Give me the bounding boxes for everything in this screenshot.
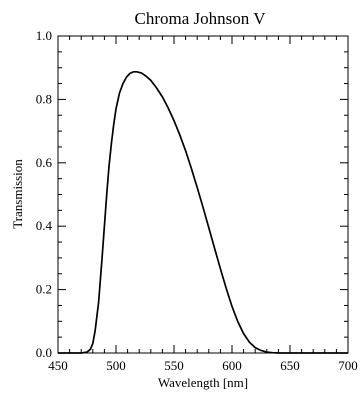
- y-axis-ticks: 0.0 0.2 0.4 0.6 0.8 1.0: [36, 28, 348, 360]
- y-tick-label: 0.6: [36, 155, 53, 170]
- x-axis-label: Wavelength [nm]: [158, 375, 248, 390]
- x-tick-label: 650: [280, 358, 300, 373]
- x-tick-label: 500: [106, 358, 126, 373]
- y-tick-label: 0.8: [36, 91, 52, 106]
- x-axis-ticks: 450 500 550 600 650 700: [48, 36, 358, 373]
- y-tick-label: 1.0: [36, 28, 52, 43]
- plot-frame: [57, 35, 349, 354]
- y-tick-label: 0.4: [36, 218, 53, 233]
- chart-title: Chroma Johnson V: [135, 9, 267, 28]
- transmission-curve: [58, 70, 348, 354]
- y-axis-label: Transmission: [10, 159, 25, 229]
- x-tick-label: 600: [222, 358, 242, 373]
- x-tick-label: 550: [164, 358, 184, 373]
- x-tick-label: 700: [338, 358, 358, 373]
- x-tick-label: 450: [48, 358, 68, 373]
- y-tick-label: 0.2: [36, 282, 52, 297]
- y-tick-label: 0.0: [36, 345, 52, 360]
